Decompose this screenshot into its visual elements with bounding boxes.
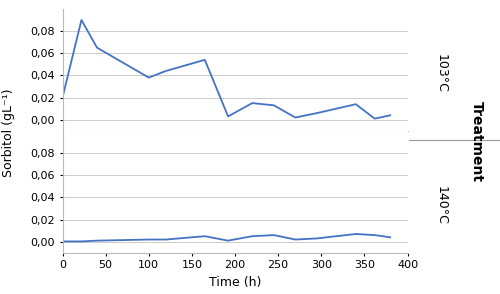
Text: Treatment: Treatment — [470, 101, 484, 182]
Text: 140°C: 140°C — [434, 186, 448, 225]
Text: Sorbitol (gL⁻¹): Sorbitol (gL⁻¹) — [2, 88, 16, 177]
Text: 103°C: 103°C — [434, 54, 448, 93]
X-axis label: Time (h): Time (h) — [209, 276, 261, 289]
